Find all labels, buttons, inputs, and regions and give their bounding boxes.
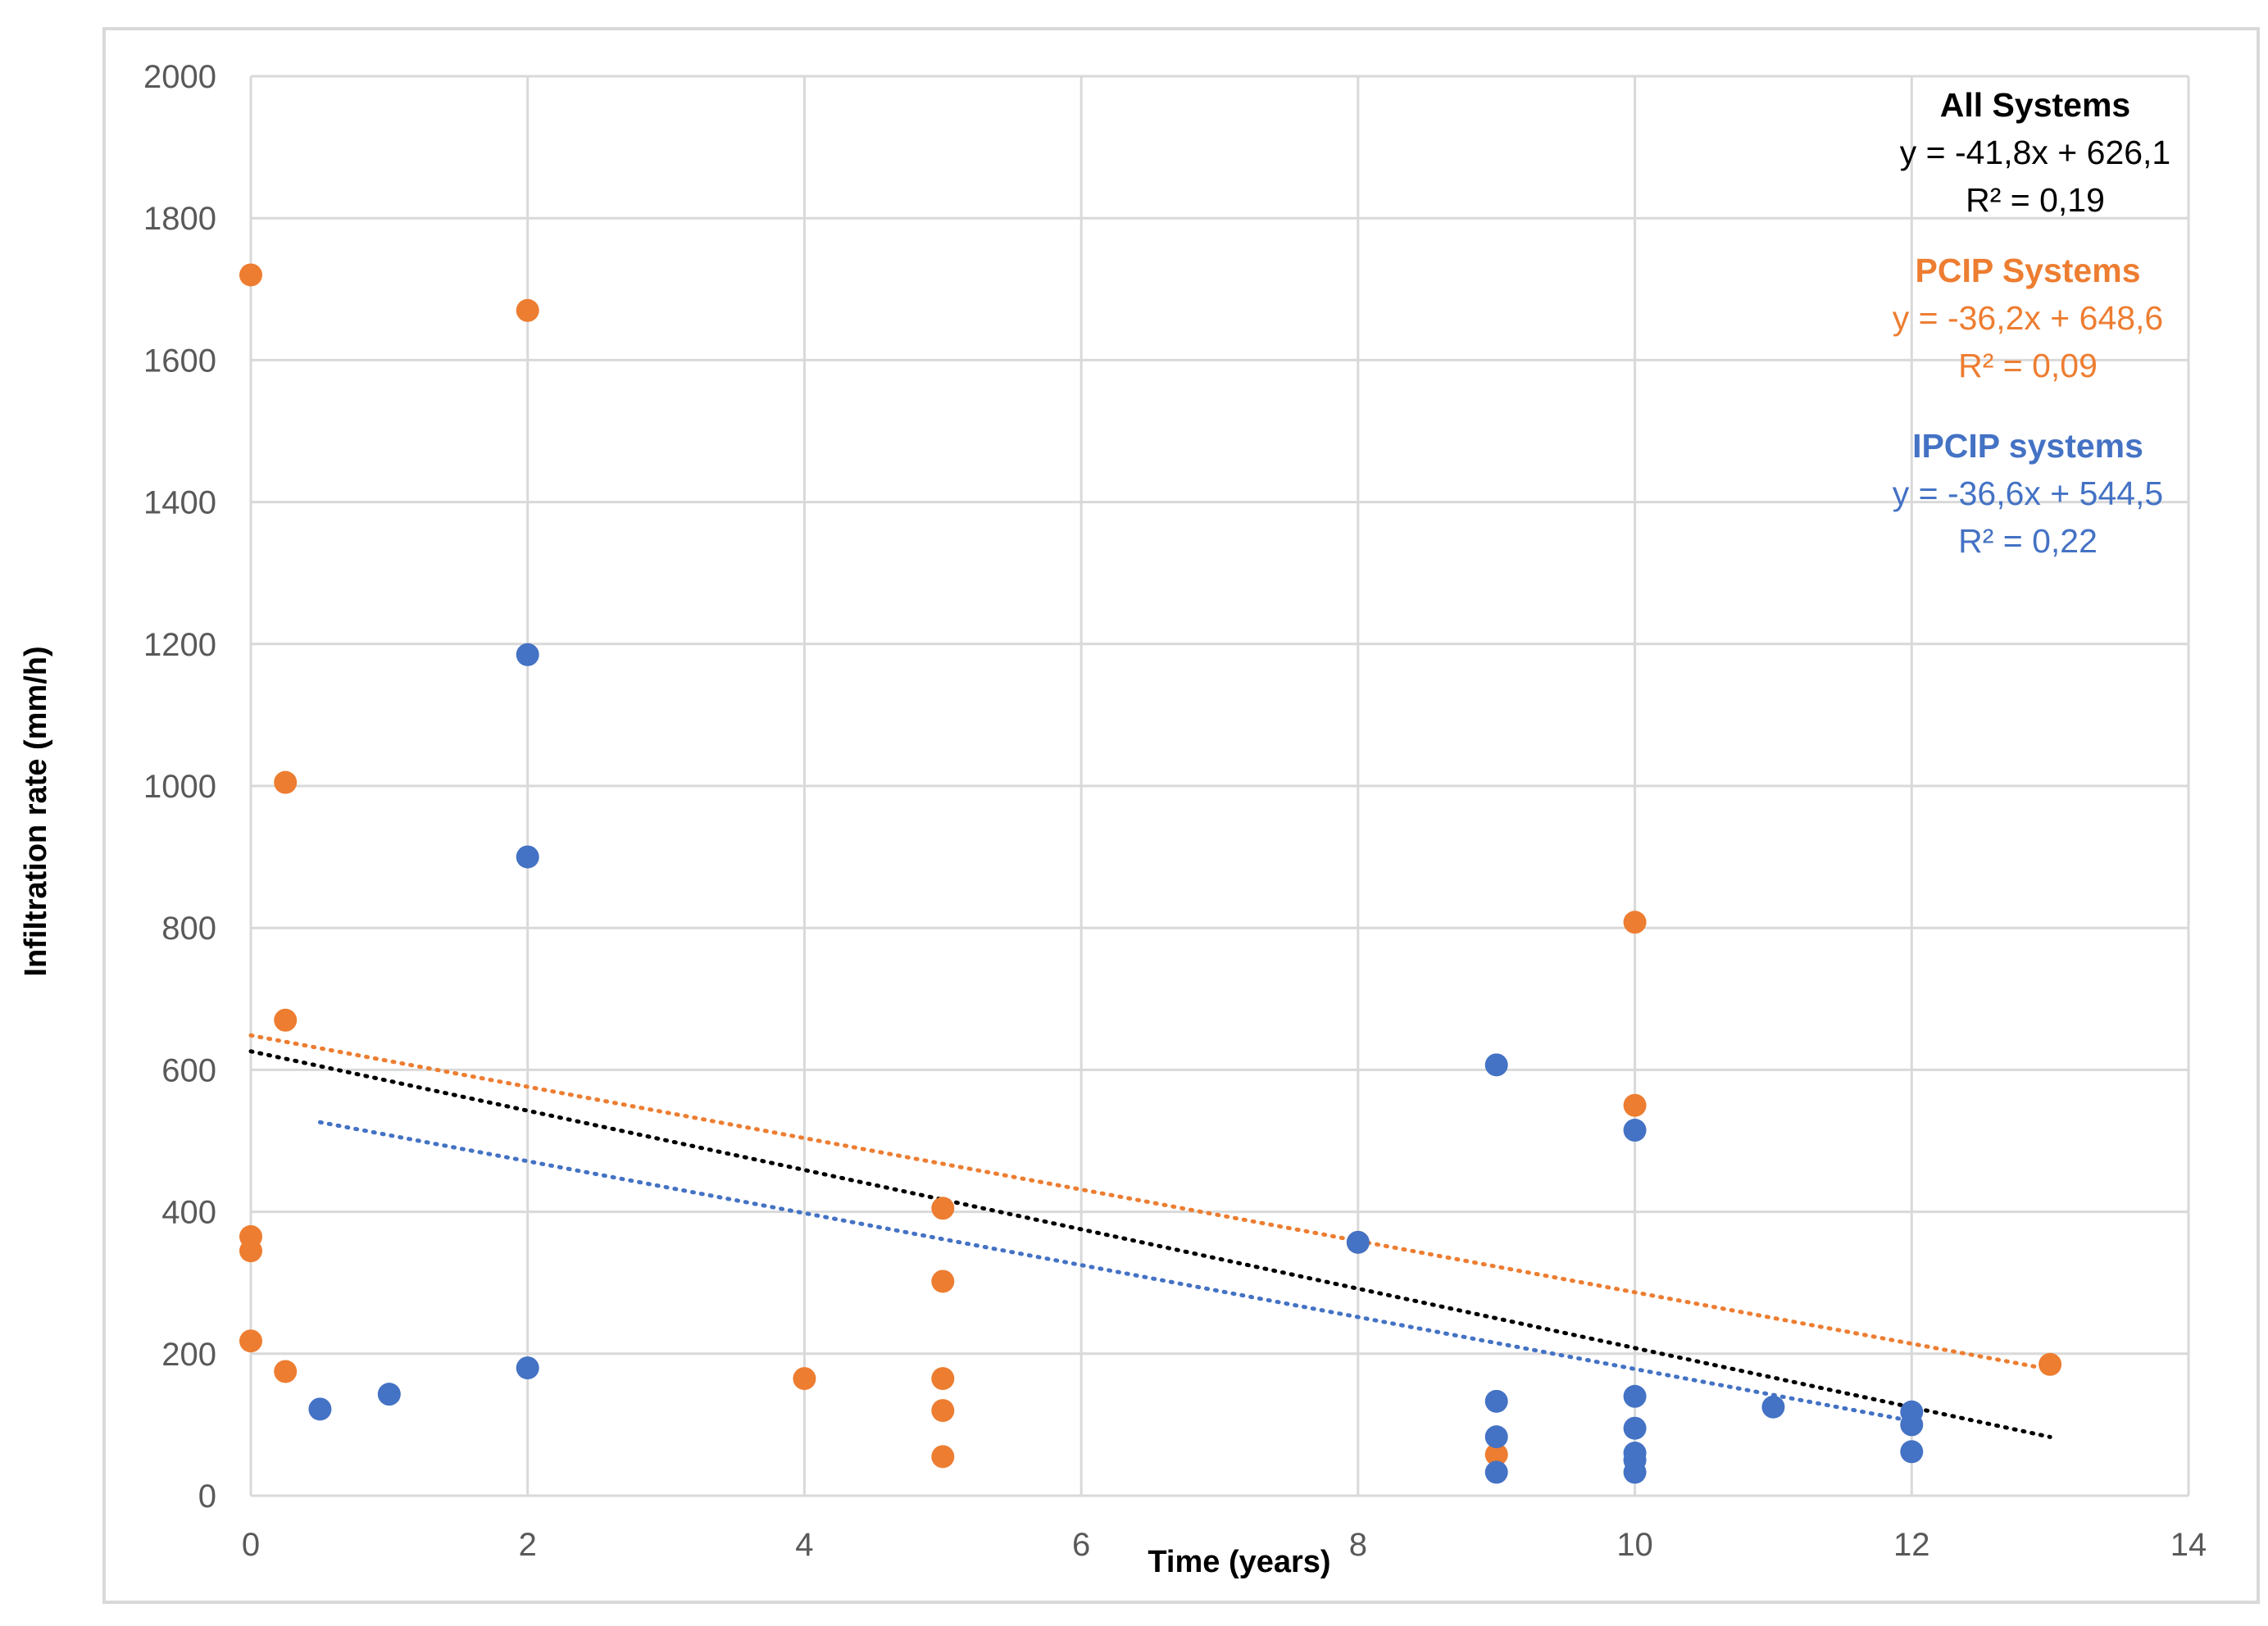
point-ipcip-systems: [516, 845, 539, 869]
point-ipcip-systems: [1484, 1425, 1508, 1449]
point-pcip-systems: [931, 1269, 955, 1293]
point-pcip-systems: [931, 1445, 955, 1469]
point-pcip-systems: [1484, 1442, 1508, 1466]
point-pcip-systems: [274, 770, 298, 794]
x-tick-label: 14: [2170, 1527, 2207, 1563]
point-pcip-systems: [239, 1329, 262, 1353]
point-pcip-systems: [793, 1367, 816, 1391]
y-tick-label: 800: [161, 911, 216, 947]
annotation-ipcip-equation: y = -36,6x + 544,5: [1893, 475, 2164, 512]
y-tick-label: 1200: [143, 627, 216, 663]
y-tick-label: 400: [161, 1195, 216, 1231]
x-tick-label: 6: [1072, 1527, 1090, 1563]
point-ipcip-systems: [308, 1397, 332, 1421]
point-pcip-systems: [1623, 1093, 1647, 1117]
x-axis-title: Time (years): [1148, 1545, 1330, 1579]
y-tick-label: 1400: [143, 485, 216, 521]
x-tick-label: 0: [242, 1527, 260, 1563]
point-pcip-systems: [274, 1008, 298, 1032]
point-ipcip-systems: [1623, 1119, 1647, 1142]
point-pcip-systems: [516, 298, 539, 322]
trendline-ipcip-systems: [317, 1120, 1914, 1424]
y-axis-title: Infiltration rate (mm/h): [19, 646, 53, 976]
tick-labels: 0 200 400 600 800 1000 1200 1400 1600 1800 2000 0 2 4…: [143, 59, 2207, 1563]
y-tick-label: 200: [161, 1337, 216, 1373]
point-ipcip-systems: [1346, 1230, 1370, 1254]
point-ipcip-systems: [1623, 1416, 1647, 1440]
point-ipcip-systems: [377, 1383, 401, 1406]
point-pcip-systems: [2038, 1352, 2062, 1376]
point-ipcip-systems: [1761, 1395, 1785, 1419]
annotation-pcip-equation: y = -36,2x + 648,6: [1893, 299, 2164, 337]
point-ipcip-systems: [516, 643, 539, 666]
point-pcip-systems: [239, 263, 262, 287]
point-ipcip-systems: [1900, 1413, 1924, 1437]
x-tick-label: 8: [1349, 1527, 1367, 1563]
gridlines: [249, 75, 2190, 1497]
trendlines: [248, 1033, 2052, 1439]
point-ipcip-systems: [1623, 1384, 1647, 1408]
y-tick-label: 1800: [143, 201, 216, 237]
data-points: [239, 263, 2062, 1484]
point-pcip-systems: [239, 1239, 262, 1263]
y-tick-label: 0: [198, 1478, 216, 1515]
point-ipcip-systems: [1623, 1460, 1647, 1484]
x-tick-label: 4: [795, 1527, 813, 1563]
point-pcip-systems: [931, 1399, 955, 1423]
annotation-ipcip-r2: R² = 0,22: [1958, 522, 2098, 560]
point-ipcip-systems: [1484, 1389, 1508, 1413]
point-pcip-systems: [931, 1197, 955, 1220]
y-tick-label: 1000: [143, 769, 216, 805]
point-ipcip-systems: [1484, 1053, 1508, 1077]
annotation-pcip-r2: R² = 0,09: [1958, 347, 2098, 384]
trendline-pcip-systems: [248, 1033, 2052, 1372]
point-ipcip-systems: [516, 1356, 539, 1380]
point-ipcip-systems: [1484, 1460, 1508, 1484]
x-tick-label: 10: [1616, 1527, 1653, 1563]
trendline-all-systems: [248, 1049, 2052, 1439]
point-pcip-systems: [1623, 911, 1647, 934]
annotation-all-title: All Systems: [1940, 86, 2130, 124]
y-tick-label: 1600: [143, 343, 216, 379]
x-tick-label: 2: [519, 1527, 537, 1563]
annotation-ipcip-title: IPCIP systems: [1912, 427, 2143, 465]
point-ipcip-systems: [1900, 1440, 1924, 1464]
point-pcip-systems: [931, 1367, 955, 1391]
trendline-annotations: All Systems y = -41,8x + 626,1 R² = 0,19…: [1893, 86, 2171, 560]
annotation-all-r2: R² = 0,19: [1966, 181, 2105, 219]
y-tick-label: 2000: [143, 59, 216, 95]
point-pcip-systems: [274, 1360, 298, 1383]
y-tick-label: 600: [161, 1052, 216, 1088]
annotation-pcip-title: PCIP Systems: [1915, 252, 2140, 289]
annotation-all-equation: y = -41,8x + 626,1: [1900, 134, 2171, 171]
x-tick-label: 12: [1893, 1527, 1930, 1563]
